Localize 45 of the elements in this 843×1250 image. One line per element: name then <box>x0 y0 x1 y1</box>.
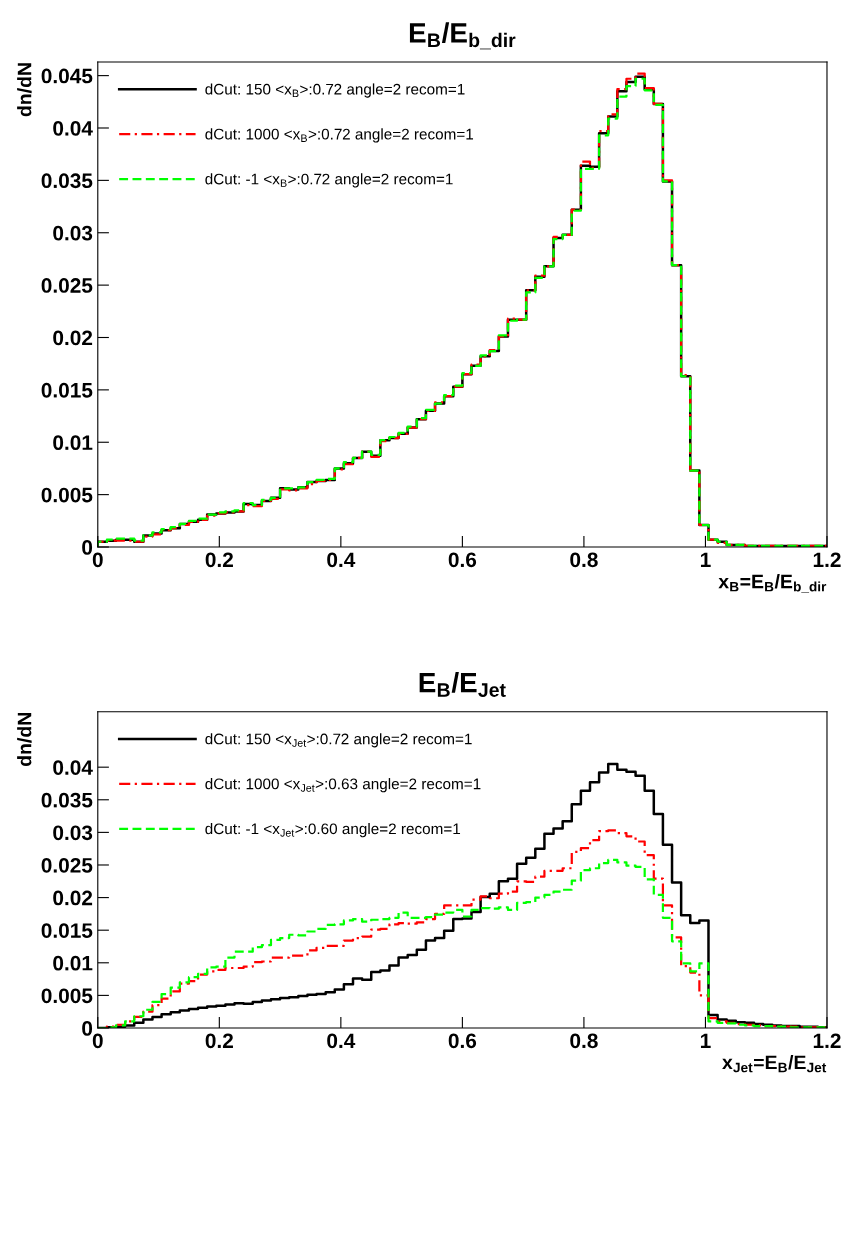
y-axis-title: dn/dN <box>17 63 32 117</box>
x-tick-label: 1.2 <box>813 1033 841 1048</box>
x-tick-label: 1 <box>700 1033 711 1048</box>
y-tick-label: 0.02 <box>53 330 93 346</box>
y-tick-label: 0.015 <box>41 923 93 938</box>
y-tick-label: 0.025 <box>41 857 93 873</box>
x-tick-label: 0.8 <box>570 1033 598 1049</box>
x-tick-label: 0.2 <box>205 1033 233 1049</box>
y-tick-label: 0.03 <box>53 825 93 841</box>
y-tick-label: 0.01 <box>53 955 93 971</box>
y-axis-title: dn/dN <box>17 713 32 767</box>
y-tick-label: 0.02 <box>53 890 93 906</box>
chart-title: E$_{B}$/E$_{b_dir}$ <box>409 22 516 50</box>
x-tick-label: 0 <box>92 1033 103 1049</box>
legend-label: dCut: 1000 <x$_{Jet}$>:0.63 angle=2 recom=1 <box>205 778 481 793</box>
y-tick-label: 0.005 <box>41 988 93 1004</box>
y-tick-label: 0.025 <box>41 278 93 293</box>
y-tick-label: 0.035 <box>41 792 93 808</box>
chart-title: E$_{B}$/E$_{Jet}$ <box>419 672 506 697</box>
y-tick-label: 0 <box>82 1021 93 1036</box>
x-tick-label: 0.8 <box>570 552 598 568</box>
x-tick-label: 0.4 <box>327 1033 356 1049</box>
y-tick-label: 0.005 <box>41 487 93 503</box>
y-tick-label: 0 <box>82 540 93 555</box>
x-tick-label: 0.6 <box>448 1033 477 1049</box>
x-tick-label: 0.4 <box>327 552 356 568</box>
y-tick-label: 0.045 <box>41 68 93 84</box>
legend-label: dCut: -1 <x$_{B}$>:0.72 angle=2 recom=1 <box>205 173 453 188</box>
x-axis-title: x$_{Jet}$=E$_{B}$/E$_{Jet}$ <box>722 1054 827 1073</box>
legend-label: dCut: -1 <x$_{Jet}$>:0.60 angle=2 recom=1 <box>205 822 461 838</box>
y-tick-label: 0.01 <box>53 435 93 450</box>
y-tick-label: 0.015 <box>41 382 93 398</box>
y-tick-label: 0.03 <box>53 225 93 241</box>
legend-label: dCut: 150 <x$_{Jet}$>:0.72 angle=2 recom=1 <box>205 733 472 748</box>
x-tick-label: 0.2 <box>205 552 233 568</box>
y-tick-label: 0.035 <box>41 173 93 189</box>
legend-label: dCut: 150 <x$_{B}$>:0.72 angle=2 recom=1 <box>205 83 465 98</box>
legend-label: dCut: 1000 <x$_{B}$>:0.72 angle=2 recom=1 <box>205 128 474 143</box>
x-tick-label: 0 <box>92 552 103 568</box>
y-tick-label: 0.04 <box>53 760 93 775</box>
x-axis-title: x$_{B}$=E$_{B}$/E$_{b_dir}$ <box>718 574 827 593</box>
x-tick-label: 1 <box>700 552 711 567</box>
y-tick-label: 0.04 <box>53 120 93 136</box>
x-tick-label: 0.6 <box>448 552 477 568</box>
x-tick-label: 1.2 <box>813 552 841 567</box>
